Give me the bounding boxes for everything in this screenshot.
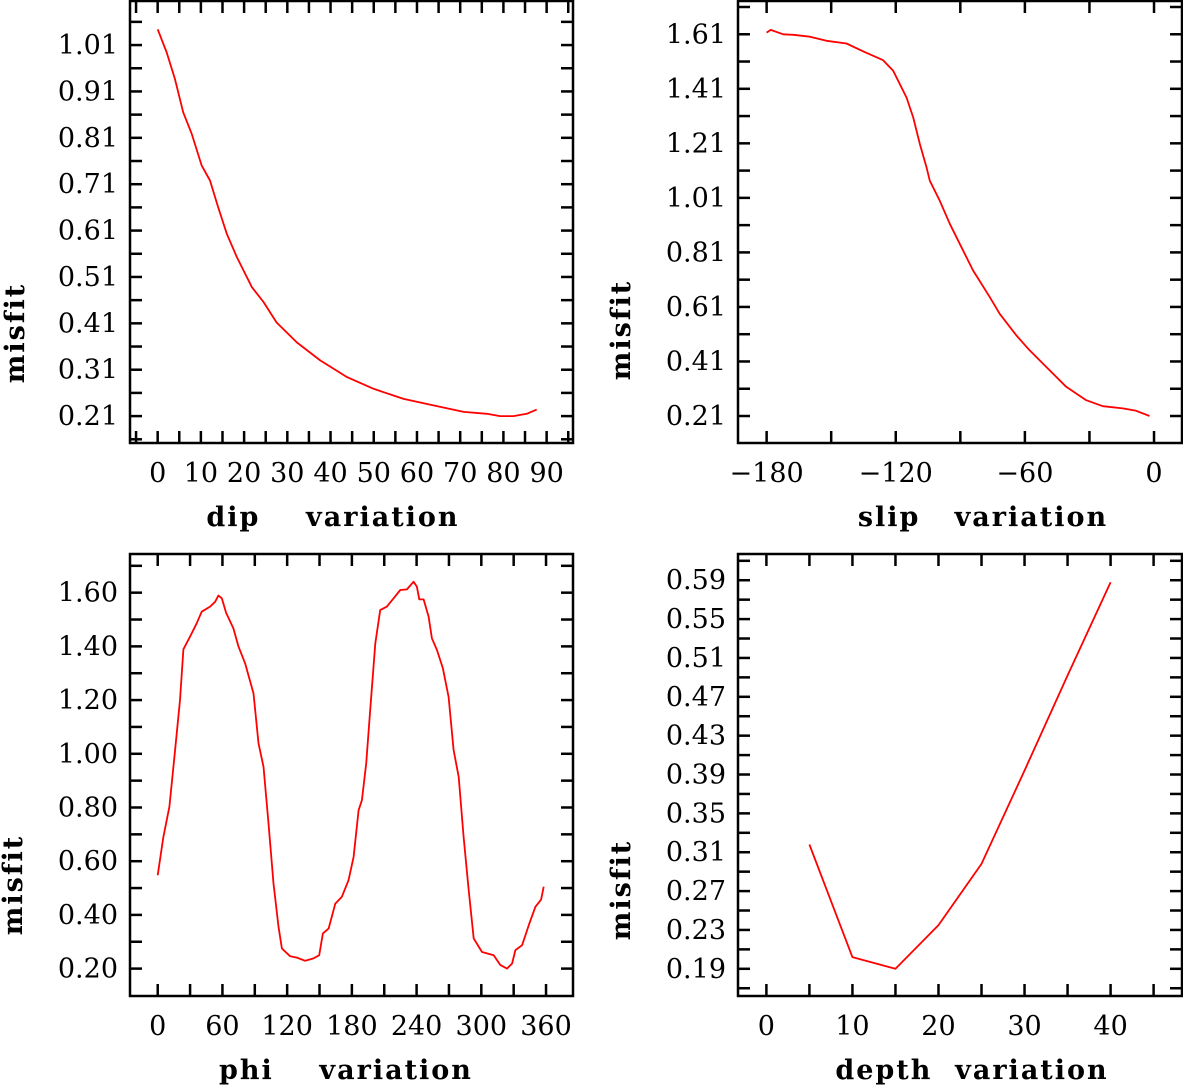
x-tick-label: 10 [835, 1011, 869, 1042]
y-tick-label: 0.20 [58, 954, 118, 985]
y-tick-label: 0.40 [58, 900, 118, 931]
y-tick-label: 0.39 [666, 760, 726, 791]
y-tick-label: 0.41 [666, 346, 726, 377]
y-axis-label: misfit [606, 280, 637, 380]
plot-frame [736, 0, 1183, 445]
y-tick-label: 1.40 [58, 631, 118, 662]
y-tick-label: 0.51 [58, 262, 118, 293]
y-tick-label: 0.19 [666, 954, 726, 985]
x-axis-label: dip variation [206, 502, 459, 533]
x-tick-label: 0 [1145, 458, 1162, 489]
x-axis-label: depth variation [835, 1055, 1108, 1086]
y-tick-label: 1.01 [58, 30, 118, 61]
x-tick-label: 80 [486, 458, 520, 489]
y-tick-label: 0.81 [666, 237, 726, 268]
y-tick-label: 0.47 [666, 682, 726, 713]
x-tick-label: 90 [529, 458, 563, 489]
x-tick-label: 120 [261, 1011, 313, 1042]
y-tick-label: 1.41 [666, 74, 726, 105]
y-tick-label: 0.51 [666, 643, 726, 674]
y-tick-label: 1.01 [666, 183, 726, 214]
y-tick-label: 1.60 [58, 578, 118, 609]
x-tick-label: 60 [400, 458, 434, 489]
misfit-curve-depth [808, 581, 1112, 970]
y-axis-label: misfit [606, 840, 637, 940]
y-tick-label: 0.91 [58, 76, 118, 107]
y-tick-label: 0.21 [666, 401, 726, 432]
x-tick-label: 50 [357, 458, 391, 489]
x-tick-label: 10 [184, 458, 218, 489]
y-tick-label: 0.31 [666, 837, 726, 868]
y-axis-label: misfit [0, 283, 31, 383]
y-tick-label: 0.81 [58, 123, 118, 154]
panel-depth: 0 10 20 30 40 0.19 0.23 0.27 0.31 0.35 0.39 0.43 0.4… [606, 552, 1183, 1086]
y-tick-label: 1.00 [58, 739, 118, 770]
y-tick-label: 1.61 [666, 19, 726, 50]
x-tick-label: −120 [859, 458, 933, 489]
x-tick-label: 30 [270, 458, 304, 489]
x-tick-label: 40 [313, 458, 347, 489]
x-tick-label: 70 [443, 458, 477, 489]
x-tick-label: 240 [391, 1011, 443, 1042]
y-tick-label: 0.41 [58, 308, 118, 339]
plot-frame [128, 552, 575, 998]
y-tick-label: 0.61 [666, 292, 726, 323]
misfit-curve-dip [156, 28, 538, 418]
y-tick-label: 0.43 [666, 721, 726, 752]
panel-slip: −180 −120 −60 0 0.21 0.41 0.61 0.81 1.01 1.21 1.41… [606, 0, 1183, 533]
x-axis-label: slip variation [858, 502, 1108, 533]
misfit-curve-slip [766, 28, 1150, 417]
panel-phi: 0 60 120 180 240 300 360 0.20 0.40 0.60 0.80 1.00 1.… [0, 552, 575, 1086]
x-tick-label: 360 [520, 1011, 572, 1042]
x-tick-label: 0 [149, 458, 166, 489]
panel-dip: 0 10 20 30 40 50 60 70 80 90 0.21 0.31 0.41 0.51 0.61 0… [0, 0, 575, 533]
x-tick-label: 0 [758, 1011, 775, 1042]
x-tick-label: −60 [996, 458, 1053, 489]
y-tick-label: 0.21 [58, 401, 118, 432]
y-tick-label: 0.31 [58, 355, 118, 386]
x-tick-label: 30 [1007, 1011, 1041, 1042]
y-tick-label: 0.60 [58, 846, 118, 877]
y-tick-label: 1.21 [666, 128, 726, 159]
y-tick-label: 0.80 [58, 792, 118, 823]
x-tick-label: −180 [730, 458, 804, 489]
y-tick-label: 0.71 [58, 169, 118, 200]
x-tick-label: 20 [227, 458, 261, 489]
y-tick-label: 0.59 [666, 565, 726, 596]
y-tick-label: 1.20 [58, 685, 118, 716]
x-tick-label: 20 [921, 1011, 955, 1042]
y-tick-label: 0.55 [666, 604, 726, 635]
x-tick-label: 300 [456, 1011, 508, 1042]
plot-frame [128, 0, 575, 445]
x-tick-label: 0 [149, 1011, 166, 1042]
x-tick-label: 40 [1093, 1011, 1127, 1042]
plot-frame [736, 552, 1183, 998]
y-tick-label: 0.61 [58, 216, 118, 247]
x-tick-label: 180 [326, 1011, 378, 1042]
y-tick-label: 0.27 [666, 876, 726, 907]
x-axis-label: phi variation [219, 1055, 473, 1086]
x-tick-label: 60 [205, 1011, 239, 1042]
y-axis-label: misfit [0, 835, 29, 935]
misfit-curve-phi [156, 580, 545, 970]
y-tick-label: 0.35 [666, 798, 726, 829]
y-tick-label: 0.23 [666, 915, 726, 946]
